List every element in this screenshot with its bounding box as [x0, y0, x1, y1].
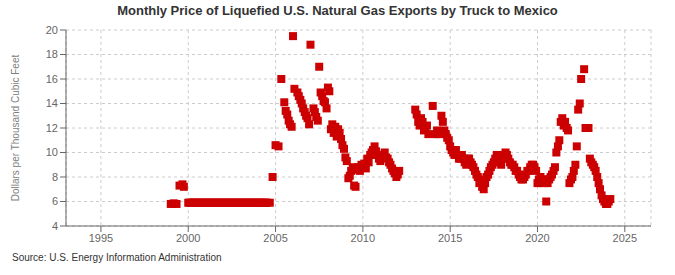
svg-text:2005: 2005 [263, 232, 287, 244]
svg-text:18: 18 [46, 48, 58, 60]
html-text:Source: U.S. Energy Informatio: Source: U.S. Energy Information Administ… [12, 252, 222, 263]
svg-text:2010: 2010 [351, 232, 375, 244]
html-text:Monthly Price of Liquefied U.S: Monthly Price of Liquefied U.S. Natural … [117, 3, 558, 18]
svg-text:14: 14 [46, 97, 58, 109]
svg-text:2015: 2015 [438, 232, 462, 244]
svg-text:2025: 2025 [613, 232, 637, 244]
svg-text:Dollars per Thousand Cubic Fee: Dollars per Thousand Cubic Feet [10, 55, 21, 202]
svg-text:2020: 2020 [525, 232, 549, 244]
svg-text:10: 10 [46, 146, 58, 158]
svg-text:8: 8 [52, 171, 58, 183]
svg-text:12: 12 [46, 122, 58, 134]
svg-text:4: 4 [52, 220, 58, 232]
svg-text:1995: 1995 [89, 232, 113, 244]
svg-text:2000: 2000 [176, 232, 200, 244]
svg-text:20: 20 [46, 24, 58, 36]
svg-text:6: 6 [52, 195, 58, 207]
svg-text:16: 16 [46, 73, 58, 85]
